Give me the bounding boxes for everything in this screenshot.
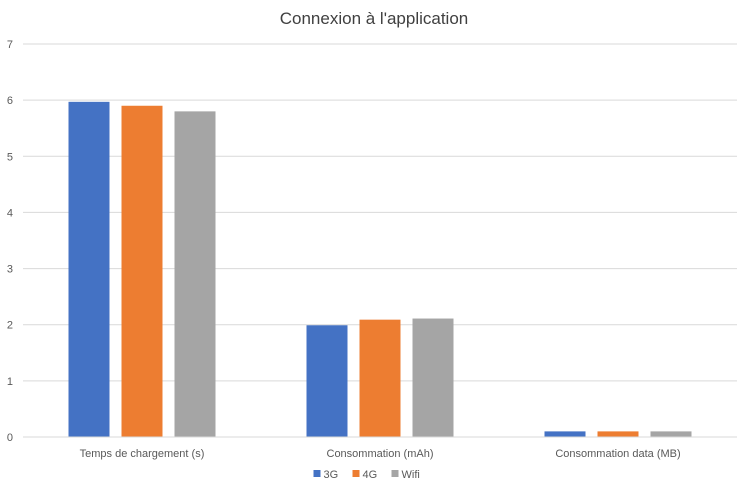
x-tick-label: Consommation data (MB) [555, 448, 680, 460]
bar-3g-0 [68, 101, 110, 437]
legend-swatch-3g [313, 470, 321, 477]
bar-4g-0 [121, 105, 163, 437]
y-tick-label: 5 [7, 151, 13, 163]
legend-label-4g: 4G [363, 469, 378, 481]
bar-4g-2 [597, 431, 639, 437]
y-tick-label: 6 [7, 95, 13, 107]
bar-4g-1 [359, 319, 401, 437]
y-tick-label: 1 [7, 376, 13, 388]
y-tick-label: 0 [7, 432, 13, 444]
chart-title: Connexion à l'application [280, 9, 469, 28]
legend: 3G 4G Wifi [313, 469, 420, 481]
bar-wifi-0 [174, 111, 216, 437]
y-tick-label: 4 [7, 207, 13, 219]
y-tick-label: 7 [7, 39, 13, 51]
x-tick-label: Consommation (mAh) [327, 448, 434, 460]
bar-wifi-1 [412, 318, 454, 437]
y-tick-label: 3 [7, 264, 13, 276]
y-axis-tick-labels: 0 1 2 3 4 5 6 7 [7, 39, 13, 444]
x-tick-label: Temps de chargement (s) [80, 448, 205, 460]
bar-wifi-2 [650, 431, 692, 437]
bar-3g-2 [544, 431, 586, 437]
bars [68, 101, 692, 437]
x-axis-tick-labels: Temps de chargement (s) Consommation (mAh… [80, 448, 681, 460]
legend-label-3g: 3G [324, 469, 339, 481]
legend-label-wifi: Wifi [402, 469, 420, 481]
bar-3g-1 [306, 325, 348, 437]
legend-swatch-wifi [391, 470, 399, 477]
legend-swatch-4g [352, 470, 360, 477]
y-tick-label: 2 [7, 320, 13, 332]
